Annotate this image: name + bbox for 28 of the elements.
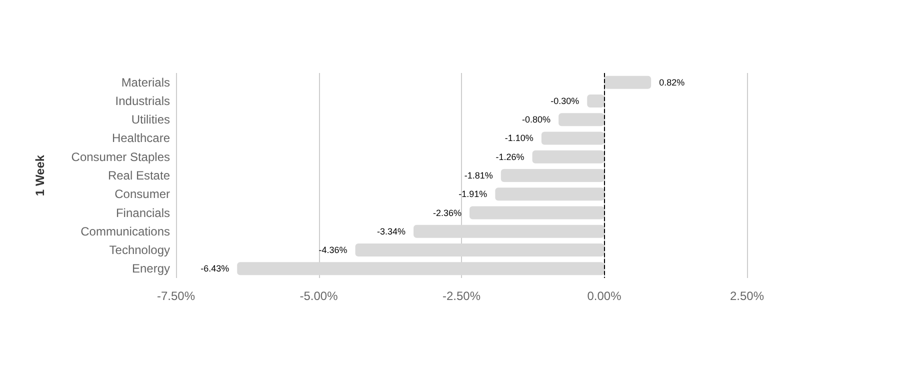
data-label: -0.80% xyxy=(522,114,551,125)
y-tick-label: Energy xyxy=(132,262,170,276)
y-tick-label: Healthcare xyxy=(112,131,170,146)
y-tick-label: Consumer Staples xyxy=(71,150,170,164)
data-label: -4.36% xyxy=(318,245,348,256)
x-tick-label: -7.50% xyxy=(156,289,196,303)
data-label: -1.91% xyxy=(458,189,488,200)
y-tick-label: Materials xyxy=(121,75,170,90)
data-label: -0.30% xyxy=(550,96,580,106)
y-tick-label: Technology xyxy=(109,243,170,258)
y-axis-title: 1 Week xyxy=(33,154,47,196)
y-tick-label: Utilities xyxy=(131,112,170,127)
x-tick-label: -5.00% xyxy=(300,289,338,303)
data-label: -3.34% xyxy=(377,226,406,236)
x-tick-label: 2.50% xyxy=(730,289,764,303)
data-label: -1.81% xyxy=(464,170,493,180)
y-tick-label: Communications xyxy=(80,224,170,238)
x-tick-label: 0.00% xyxy=(587,289,622,303)
data-label: -2.36% xyxy=(432,208,462,218)
data-label: 0.82% xyxy=(659,77,685,88)
data-label: -6.43% xyxy=(200,264,230,274)
y-tick-label: Real Estate xyxy=(108,168,170,182)
y-tick-label: Industrials xyxy=(115,94,170,108)
x-tick-label: -2.50% xyxy=(442,289,481,303)
data-label: -1.10% xyxy=(504,133,534,144)
data-label: -1.26% xyxy=(496,152,524,162)
y-tick-label: Consumer xyxy=(114,187,170,202)
y-tick-label: Financials xyxy=(116,206,170,220)
